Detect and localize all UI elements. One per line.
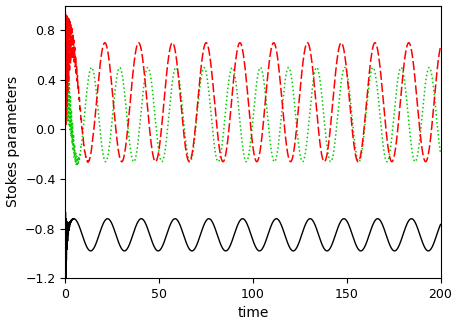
Y-axis label: Stokes parameters: Stokes parameters (5, 76, 20, 207)
X-axis label: time: time (237, 306, 268, 320)
